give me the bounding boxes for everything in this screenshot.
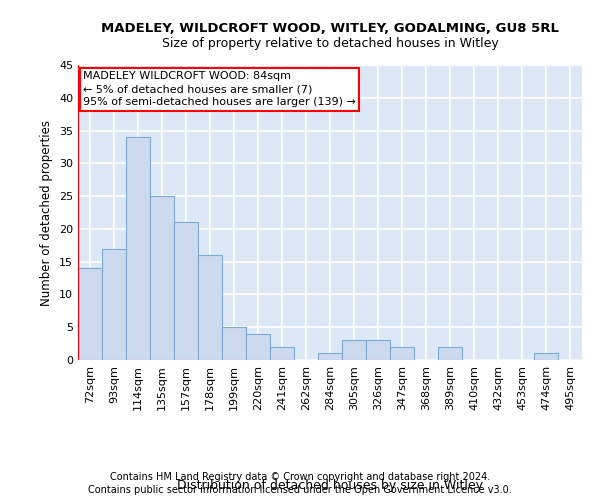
Bar: [222, 327, 246, 360]
Bar: [198, 255, 222, 360]
Text: MADELEY, WILDCROFT WOOD, WITLEY, GODALMING, GU8 5RL: MADELEY, WILDCROFT WOOD, WITLEY, GODALMI…: [101, 22, 559, 36]
Bar: [174, 222, 198, 360]
Bar: [270, 347, 294, 360]
Bar: [534, 354, 558, 360]
Text: Contains public sector information licensed under the Open Government Licence v3: Contains public sector information licen…: [88, 485, 512, 495]
Bar: [126, 137, 150, 360]
Bar: [438, 347, 462, 360]
Bar: [102, 248, 126, 360]
Text: MADELEY WILDCROFT WOOD: 84sqm
← 5% of detached houses are smaller (7)
95% of sem: MADELEY WILDCROFT WOOD: 84sqm ← 5% of de…: [83, 71, 356, 108]
Text: Contains HM Land Registry data © Crown copyright and database right 2024.: Contains HM Land Registry data © Crown c…: [110, 472, 490, 482]
Y-axis label: Number of detached properties: Number of detached properties: [40, 120, 53, 306]
Bar: [150, 196, 174, 360]
Bar: [390, 347, 414, 360]
Bar: [78, 268, 102, 360]
X-axis label: Distribution of detached houses by size in Witley: Distribution of detached houses by size …: [177, 480, 483, 492]
Bar: [342, 340, 366, 360]
Bar: [318, 354, 342, 360]
Bar: [246, 334, 270, 360]
Bar: [366, 340, 390, 360]
Text: Size of property relative to detached houses in Witley: Size of property relative to detached ho…: [161, 38, 499, 51]
